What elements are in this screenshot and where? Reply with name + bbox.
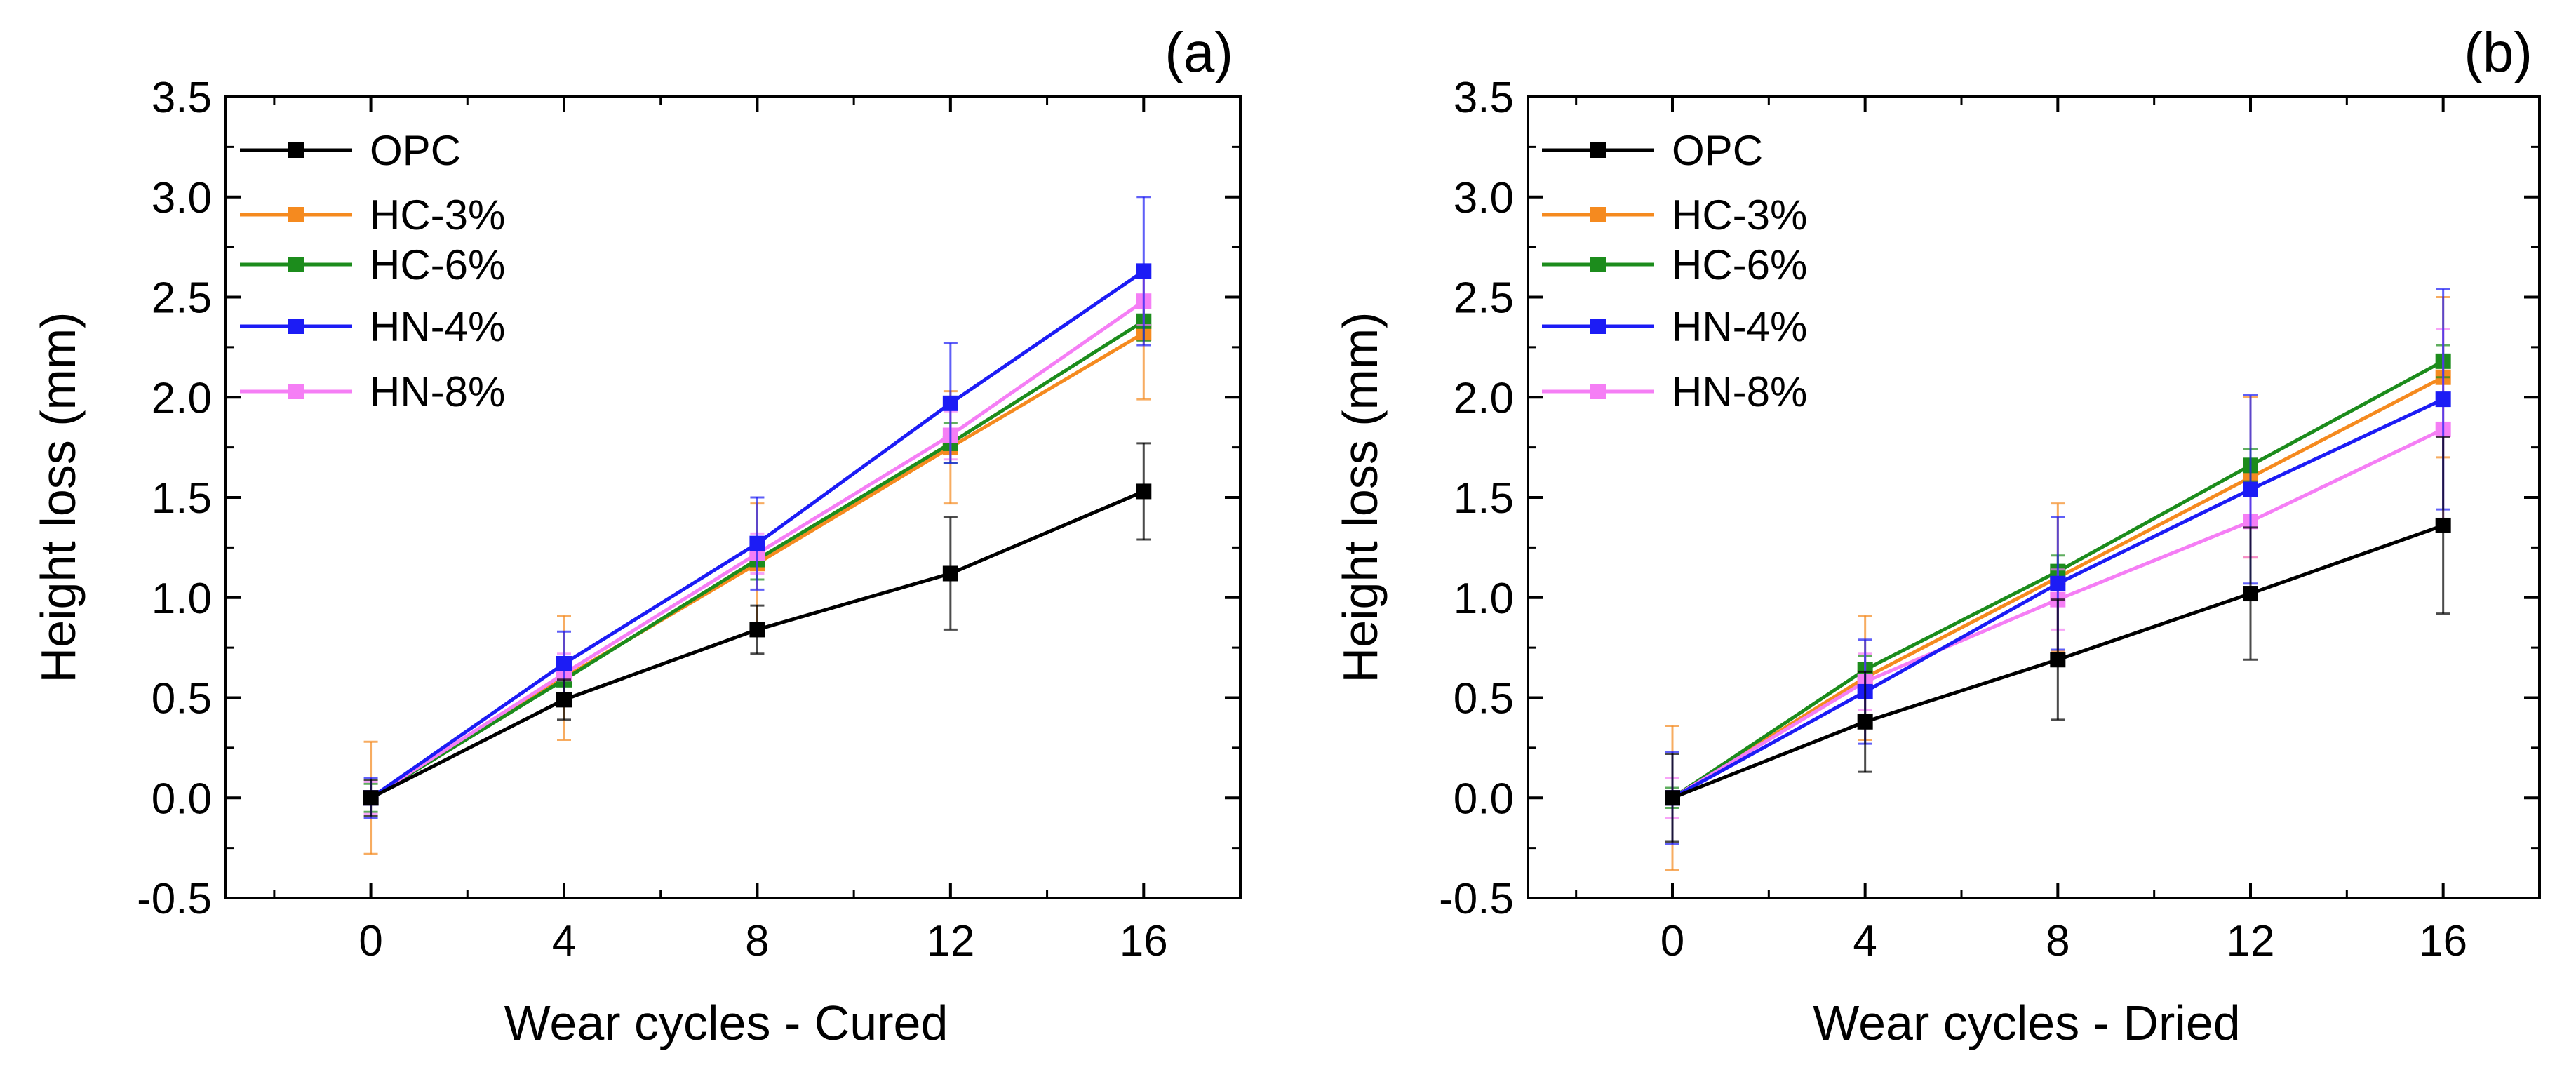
legend-label: HN-4%	[370, 303, 505, 350]
data-point	[556, 655, 572, 671]
data-point	[2243, 481, 2258, 497]
y-tick-label: 3.5	[152, 74, 212, 122]
data-point	[1857, 714, 1873, 730]
series-opc	[363, 442, 1152, 817]
x-tick-label: 16	[2419, 917, 2467, 965]
y-tick-label: -0.5	[1439, 875, 1514, 923]
legend-marker	[1590, 257, 1606, 272]
x-tick-label: 0	[358, 917, 382, 965]
x-tick-label: 4	[552, 917, 576, 965]
legend-label: HC-6%	[370, 241, 505, 288]
legend-marker	[1590, 207, 1606, 222]
legend-marker	[1590, 319, 1606, 334]
legend-label: HN-8%	[1672, 368, 1807, 415]
data-point	[556, 692, 572, 708]
data-point	[942, 395, 958, 411]
legend-label: OPC	[1672, 127, 1763, 174]
data-point	[749, 622, 765, 638]
chart-panel-b: -0.5 0.0 0.5 1.0 1.5 2.0 2.5 3.0 3.5 0 4 8 12 16 Wear …	[1333, 21, 2541, 1050]
series-opc	[1665, 436, 2451, 843]
data-point	[2243, 586, 2258, 602]
legend-label: HN-4%	[1672, 303, 1807, 350]
panel-label: (b)	[2464, 21, 2533, 83]
data-point	[363, 790, 379, 806]
legend-marker	[288, 319, 304, 334]
chart-panel-a: -0.5 0.0 0.5 1.0 1.5 2.0 2.5 3.0 3.5 0 4 8 12 16 Wear …	[31, 21, 1242, 1050]
y-tick-label: 0.5	[152, 675, 212, 723]
legend-label: HC-3%	[1672, 192, 1807, 239]
y-tick-label: 1.5	[1454, 474, 1514, 523]
legend-marker	[1590, 142, 1606, 158]
legend-label: OPC	[370, 127, 461, 174]
y-tick-label: 3.0	[1454, 174, 1514, 222]
legend: OPC HC-3%HC-6% HN-4% HN-8%	[1542, 127, 1807, 415]
legend-marker	[1590, 384, 1606, 399]
y-tick-label: 1.0	[152, 575, 212, 623]
legend-marker	[288, 257, 304, 272]
y-tick-label: -0.5	[137, 875, 212, 923]
legend-label: HC-6%	[1672, 241, 1807, 288]
x-tick-label: 12	[2227, 917, 2275, 965]
x-tick-label: 4	[1853, 917, 1877, 965]
y-tick-label: 1.0	[1454, 575, 1514, 623]
legend-marker	[288, 207, 304, 222]
y-tick-label: 2.5	[1454, 274, 1514, 323]
x-tick-label: 8	[745, 917, 769, 965]
y-tick-label: 0.0	[152, 775, 212, 823]
data-point	[749, 535, 765, 551]
data-point	[2435, 517, 2451, 533]
x-axis-title: Wear cycles - Dried	[1813, 996, 2240, 1050]
data-point	[1136, 263, 1152, 279]
x-tick-label: 8	[2046, 917, 2069, 965]
legend-marker	[288, 142, 304, 158]
y-axis-title: Height loss (mm)	[31, 312, 86, 683]
y-tick-label: 0.0	[1454, 775, 1514, 823]
legend-label: HN-8%	[370, 368, 505, 415]
y-tick-label: 2.0	[1454, 374, 1514, 422]
data-point	[2435, 391, 2451, 408]
y-tick-label: 2.0	[152, 374, 212, 422]
panel-label: (a)	[1165, 21, 1233, 83]
y-axis-title: Height loss (mm)	[1333, 312, 1388, 683]
y-tick-label: 3.0	[152, 174, 212, 222]
data-point	[942, 565, 958, 582]
x-tick-label: 12	[926, 917, 974, 965]
y-tick-label: 3.5	[1454, 74, 1514, 122]
x-tick-label: 0	[1661, 917, 1684, 965]
x-tick-label: 16	[1120, 917, 1168, 965]
legend-label: HC-3%	[370, 192, 505, 239]
data-point	[2050, 652, 2066, 668]
y-tick-label: 2.5	[152, 274, 212, 323]
data-point	[1136, 483, 1152, 500]
legend: OPC HC-3%HC-6% HN-4% HN-8%	[240, 127, 505, 415]
x-axis-title: Wear cycles - Cured	[504, 996, 948, 1050]
legend-marker	[288, 384, 304, 399]
y-tick-label: 1.5	[152, 474, 212, 523]
data-point	[1665, 790, 1680, 806]
data-point	[2050, 575, 2066, 591]
y-tick-label: 0.5	[1454, 675, 1514, 723]
